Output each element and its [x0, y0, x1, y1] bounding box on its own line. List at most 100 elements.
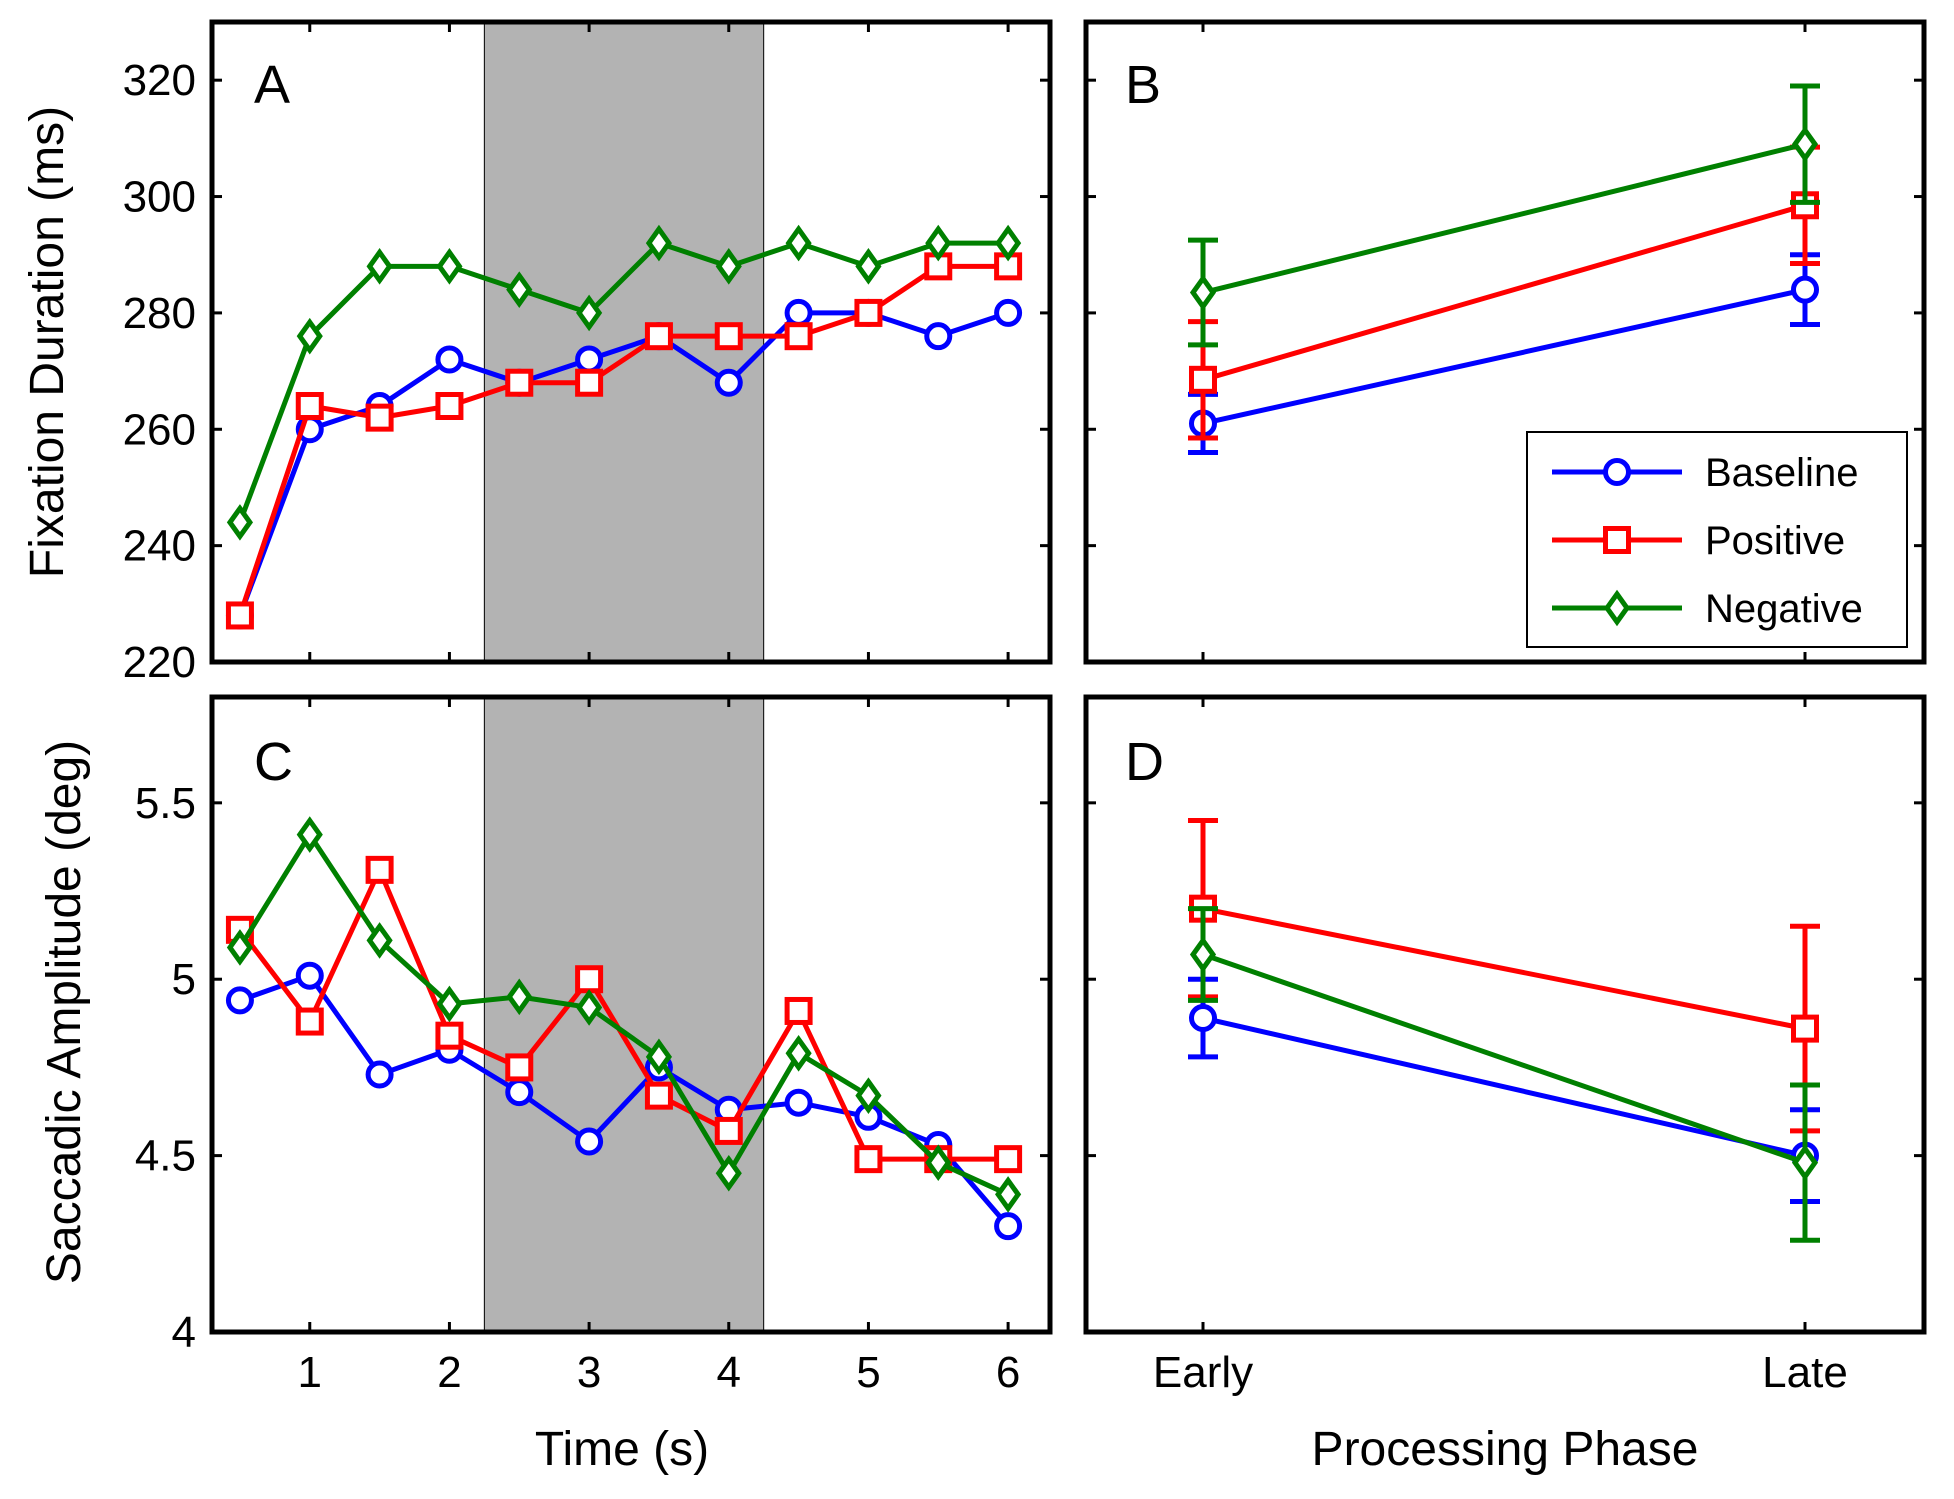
data-point-positive [225, 601, 254, 630]
data-point-baseline [714, 368, 743, 397]
data-point-positive [505, 1053, 534, 1082]
data-point-baseline [924, 322, 953, 351]
data-point-positive [365, 855, 394, 884]
panel-b-frame [1083, 19, 1927, 665]
data-point-baseline [784, 298, 813, 327]
x-axis-title-c: Time (s) [535, 1423, 709, 1476]
data-point-negative [576, 989, 603, 1026]
x-tick-label-early: Early [1153, 1348, 1253, 1397]
data-point-negative [576, 294, 603, 332]
data-point-negative [226, 504, 254, 541]
data-point-negative [715, 248, 742, 285]
data-point-positive [714, 322, 743, 351]
data-point-baseline [1189, 1004, 1217, 1033]
panel-letter-d: D [1125, 732, 1164, 792]
x-tick-label: 5 [856, 1348, 880, 1397]
data-point-positive [854, 1145, 883, 1174]
x-tick-label: 6 [996, 1348, 1020, 1397]
panel-a: 220 240 260 280 300 320 A Fixation Duration (… [21, 19, 1053, 687]
series-line-negative [1202, 141, 1806, 295]
data-point-positive [784, 322, 813, 351]
series-line-negative [237, 832, 1010, 1197]
data-point-baseline [225, 986, 254, 1015]
data-point-positive [295, 392, 324, 420]
x-tick-label-late: Late [1762, 1348, 1848, 1397]
data-point-negative [855, 248, 882, 285]
data-point-positive [994, 1145, 1023, 1174]
data-point-negative [855, 1077, 882, 1114]
y-tick-label: 5 [172, 955, 196, 1004]
data-point-negative [995, 1176, 1022, 1213]
y-tick-label: 280 [123, 289, 196, 338]
data-point-positive [435, 1021, 464, 1050]
data-point-negative [645, 1038, 673, 1076]
data-point-negative [296, 317, 323, 355]
data-point-negative [436, 985, 463, 1023]
data-point-positive [1791, 1014, 1819, 1043]
data-point-positive [644, 1081, 673, 1110]
data-point-baseline [295, 961, 324, 990]
legend-marker-negative [1603, 589, 1631, 627]
data-point-negative [366, 922, 393, 959]
x-tick-label: 3 [577, 1348, 601, 1397]
data-point-negative [645, 224, 673, 262]
x-axis-title-d: Processing Phase [1312, 1423, 1699, 1476]
data-point-negative [366, 248, 393, 285]
panel-letter-c: C [254, 732, 293, 792]
data-point-negative [1791, 125, 1819, 163]
y-tick-label: 5.5 [135, 779, 196, 828]
data-point-negative [785, 224, 812, 262]
data-point-negative [1791, 1144, 1819, 1181]
panel-a-frame [209, 19, 1053, 665]
data-point-positive [295, 1007, 324, 1036]
data-point-negative [785, 1035, 812, 1072]
series-line-baseline [1202, 1015, 1806, 1159]
data-point-negative [296, 816, 323, 853]
data-point-negative [506, 271, 533, 308]
series-line-baseline [1202, 287, 1806, 426]
data-point-negative [925, 224, 952, 262]
panel-c: 4 4.5 5 5.5 1 2 3 4 5 6 C Saccadic Amplitude (deg… [38, 694, 1053, 1476]
legend: Baseline Positive Negative [1526, 431, 1908, 648]
data-point-negative [506, 978, 533, 1016]
shaded-interval-c [483, 696, 765, 1333]
panel-c-frame [209, 694, 1053, 1335]
data-point-baseline [505, 1078, 534, 1107]
data-point-negative [925, 1144, 952, 1181]
y-tick-label: 4.5 [135, 1132, 196, 1181]
data-point-negative [995, 224, 1022, 262]
legend-label-positive: Positive [1705, 519, 1845, 563]
data-point-baseline [994, 1212, 1023, 1241]
legend-marker-positive [1603, 526, 1631, 554]
x-tick-label: 4 [717, 1348, 741, 1397]
x-tick-label: 1 [298, 1348, 322, 1397]
data-point-positive [714, 1116, 743, 1145]
data-point-baseline [994, 298, 1023, 327]
panel-d: Early Late D Processing Phase [1083, 694, 1927, 1476]
y-axis-title-c: Saccadic Amplitude (deg) [38, 740, 91, 1284]
data-point-negative [715, 1154, 742, 1192]
data-point-positive [1189, 365, 1217, 394]
data-point-baseline [784, 1088, 813, 1117]
y-tick-label: 4 [172, 1308, 196, 1357]
data-point-baseline [365, 1060, 394, 1089]
data-point-positive [365, 403, 394, 432]
legend-marker-baseline [1603, 458, 1631, 486]
y-tick-label: 240 [123, 522, 196, 571]
x-tick-label: 2 [437, 1348, 461, 1397]
panel-letter-a: A [254, 55, 290, 115]
data-point-baseline [1791, 275, 1819, 304]
series-line-negative [237, 240, 1009, 524]
panel-d-frame [1083, 694, 1927, 1335]
panel-b: B Baseline Positive Negative [1083, 19, 1927, 665]
data-point-baseline [435, 345, 464, 374]
data-point-baseline [575, 1127, 604, 1156]
y-tick-label: 260 [123, 405, 196, 454]
series-line-positive [1202, 202, 1806, 383]
data-point-positive [575, 368, 604, 397]
data-point-negative [1189, 274, 1217, 311]
y-tick-label: 320 [123, 56, 196, 105]
data-point-positive [435, 392, 464, 420]
data-point-positive [784, 996, 813, 1025]
y-axis-title-a: Fixation Duration (ms) [21, 106, 74, 578]
